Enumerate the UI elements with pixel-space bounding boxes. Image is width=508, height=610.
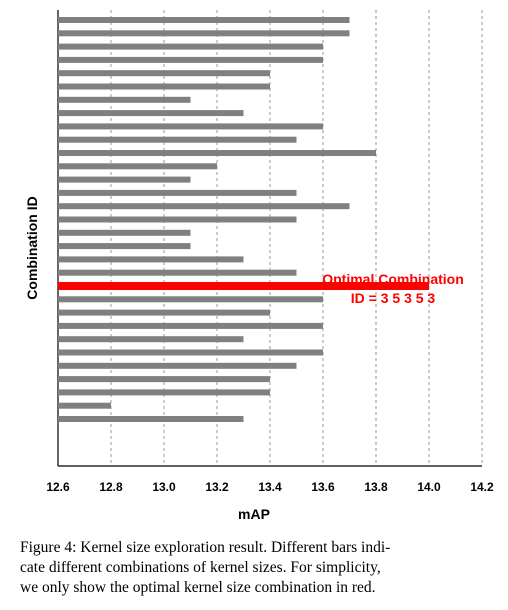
x-tick-label: 12.8 [99,480,123,494]
bar [58,136,297,143]
bar [58,110,244,117]
bar [58,349,323,356]
bar [58,96,191,103]
bar-chart: 12.6 12.8 13.0 13.2 13.4 13.6 13.8 14.0 14.2 [46,10,494,494]
bar [58,43,323,50]
bar [58,203,350,210]
bar [58,17,350,23]
bar [58,150,376,156]
bar [58,309,270,316]
x-tick-label: 13.2 [205,480,229,494]
bar [58,30,350,37]
bar [58,70,270,77]
x-tick-label: 13.0 [152,480,176,494]
annotation-line-2: ID = 3 5 3 5 3 [350,290,436,306]
bar [58,376,270,383]
bar-optimal [58,282,429,290]
bar [58,402,111,409]
x-tick-label: 13.6 [311,480,335,494]
x-tick-label: 14.2 [470,480,494,494]
bar [58,163,217,170]
bar [58,56,323,63]
optimal-annotation: Optimal Combination ID = 3 5 3 5 3 [300,270,486,308]
caption-line-1: Figure 4: Kernel size exploration result… [20,539,391,556]
bar [58,216,297,223]
bar [58,229,191,236]
figure-caption: Figure 4: Kernel size exploration result… [20,538,490,598]
x-tick-label: 12.6 [46,480,70,494]
x-axis-label: mAP [238,506,270,522]
bars [58,17,429,422]
bar [58,296,323,303]
bar [58,176,191,183]
bar [58,269,297,276]
grid-lines [57,10,483,466]
y-axis-label: Combination ID [24,196,40,300]
caption-line-3: we only show the optimal kernel size com… [20,579,376,596]
bar [58,189,297,196]
annotation-line-1: Optimal Combination [322,271,464,287]
bar [58,256,244,263]
bar [58,336,244,343]
x-tick-label: 14.0 [417,480,441,494]
bar [58,362,297,369]
bar [58,416,244,422]
bar [58,243,191,250]
bar [58,123,323,130]
bar [58,322,323,329]
bar [58,389,270,396]
caption-line-2: cate different combinations of kernel si… [20,559,381,576]
x-tick-label: 13.4 [258,480,282,494]
x-tick-label: 13.8 [364,480,388,494]
x-tick-labels: 12.6 12.8 13.0 13.2 13.4 13.6 13.8 14.0 14.2 [46,480,494,494]
bar [58,83,270,90]
